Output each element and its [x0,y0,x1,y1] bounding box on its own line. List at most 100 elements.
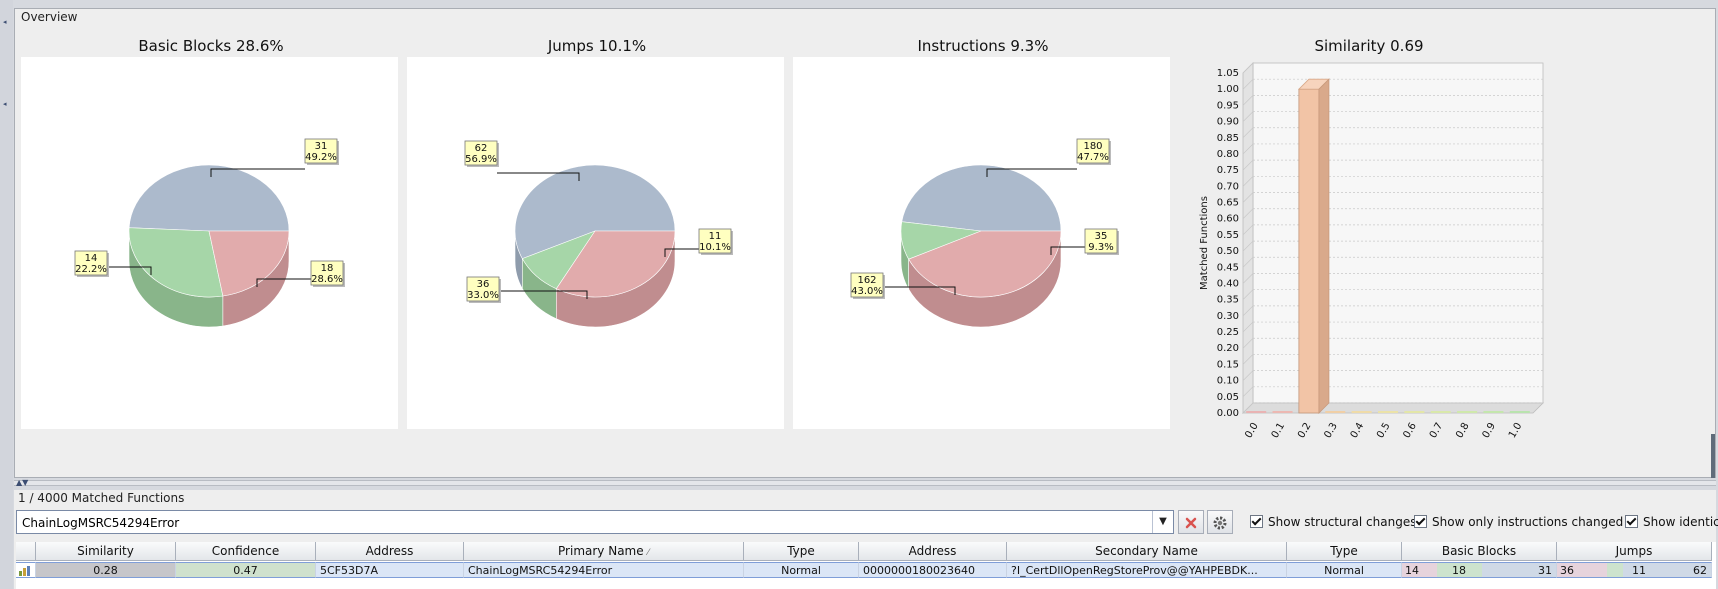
function-filter-combo[interactable]: ▼ [16,510,1174,534]
callout-box [466,276,500,302]
y-tick-label: 0.20 [1217,343,1239,354]
callout-count: 18 [321,263,334,274]
basic-blocks-unmatched-primary: 14 [1405,564,1419,577]
y-tick-label: 0.00 [1217,408,1239,419]
panel-resize-grip[interactable] [1711,434,1715,478]
column-header-secondary-address[interactable]: Address [859,542,1007,561]
collapse-arrow-icon[interactable]: ◂ [3,100,7,108]
bar-segment [1623,563,1711,577]
y-tick-label: 0.90 [1217,117,1239,128]
grid-line [1242,143,1254,155]
clear-filter-button[interactable] [1178,510,1204,534]
y-axis-label: Matched Functions [1199,196,1210,290]
function-filter-input[interactable] [20,512,1154,534]
checkbox-checked-icon[interactable] [1625,515,1638,528]
primary-name-header-label: Primary Name [558,544,644,558]
bar-side [1318,78,1330,414]
show-structural-changes-checkbox[interactable]: Show structural changes [1250,514,1416,530]
similarity-chart-title: Similarity 0.69 [1314,37,1424,55]
callout-percent: 9.3% [1088,242,1113,253]
y-tick-label: 0.15 [1217,359,1239,370]
jumps-cell: 36 11 62 [1557,562,1712,578]
bar-segment [1607,563,1623,577]
panel-splitter[interactable]: ▲▼ [14,478,1716,487]
column-header-secondary-type[interactable]: Type [1287,542,1402,561]
chevron-down-icon[interactable]: ▼ [1152,511,1173,533]
callout-leader-line [497,172,580,181]
grid-line [1242,354,1254,365]
jumps-unmatched-secondary: 62 [1693,564,1707,577]
bar [1298,88,1320,414]
x-tick-label: 0.7 [1428,421,1445,440]
pie-slice [208,230,290,297]
checkbox-label: Show structural changes [1268,515,1417,529]
x-tick-label: 0.3 [1322,421,1339,440]
callout-count: 35 [1095,231,1108,242]
pie-slice [901,164,1062,232]
grid-line [1242,78,1254,90]
column-header-primary-type[interactable]: Type [744,542,859,561]
matched-functions-table: Similarity Confidence Address Primary Na… [16,542,1716,589]
callout-box [464,140,498,166]
grid-line [1242,305,1254,317]
y-tick-label: 1.05 [1217,68,1239,79]
callout-leader-line [986,168,1077,177]
callout-box [74,250,108,276]
y-tick-label: 0.45 [1217,262,1239,273]
column-header-confidence[interactable]: Confidence [176,542,316,561]
column-header-basic-blocks[interactable]: Basic Blocks [1402,542,1557,561]
column-header-secondary-name[interactable]: Secondary Name [1007,542,1287,561]
gear-icon [1213,516,1227,529]
overview-panel: Overview Basic Blocks 28.6% Jumps 10.1% … [14,8,1716,478]
grid-line [1242,273,1254,284]
grid-line [1242,62,1254,74]
y-tick-label: 0.10 [1217,376,1239,387]
callout-percent: 49.2% [305,152,337,163]
show-identical-checkbox[interactable]: Show identical [1625,514,1718,530]
callout-percent: 47.7% [1077,152,1109,163]
collapse-arrow-icon[interactable]: ◂ [3,18,7,26]
column-header-icon[interactable] [16,542,36,561]
column-header-primary-name[interactable]: Primary Name ⁄ [464,542,744,561]
callout-percent: 43.0% [851,286,883,297]
grid-line [1242,337,1254,349]
bar-segment [1482,563,1556,577]
x-tick-label: 0.9 [1481,421,1498,440]
grid-line [1242,386,1254,398]
x-tick-label: 0.0 [1243,421,1260,440]
callout-count: 62 [475,143,488,154]
y-tick-label: 0.55 [1217,230,1239,241]
callout-box [310,260,344,286]
callout-leader-line [499,290,588,299]
checkbox-checked-icon[interactable] [1250,515,1263,528]
basic-blocks-chart-title: Basic Blocks 28.6% [138,37,284,55]
left-edge-strip: ◂ ◂ [0,0,13,589]
filter-settings-button[interactable] [1207,510,1233,534]
y-tick-label: 1.00 [1217,84,1239,95]
jumps-pie-chart: 62 56.9% 11 10.1% 36 33.0% [407,57,784,429]
y-tick-label: 0.70 [1217,181,1239,192]
bar [1377,411,1399,413]
bar-segment [1402,563,1437,577]
x-tick-label: 0.4 [1349,421,1366,440]
show-only-instructions-changed-checkbox[interactable]: Show only instructions changed [1414,514,1623,530]
y-tick-label: 0.65 [1217,198,1239,209]
checkbox-checked-icon[interactable] [1414,515,1427,528]
callout-percent: 10.1% [699,242,731,253]
callout-percent: 56.9% [465,154,497,165]
similarity-bar-chart: 0.00 0.05 0.10 0.15 0.20 0.25 0.30 0.35 0.40 0.45… [1177,55,1565,465]
basic-blocks-unmatched-secondary: 31 [1538,564,1552,577]
column-header-primary-address[interactable]: Address [316,542,464,561]
column-header-similarity[interactable]: Similarity [36,542,176,561]
row-icon-cell [16,562,36,578]
bar [1509,411,1530,413]
splitter-arrows-icon[interactable]: ▲▼ [16,478,29,487]
bar [1404,411,1425,413]
grid-line [1242,192,1254,203]
callout-count: 36 [477,279,490,290]
close-icon [1185,517,1197,528]
column-header-jumps[interactable]: Jumps [1557,542,1712,561]
x-tick-label: 0.2 [1296,421,1313,440]
bar [1457,411,1478,413]
primary-name-cell: ChainLogMSRC54294Error [464,562,744,578]
